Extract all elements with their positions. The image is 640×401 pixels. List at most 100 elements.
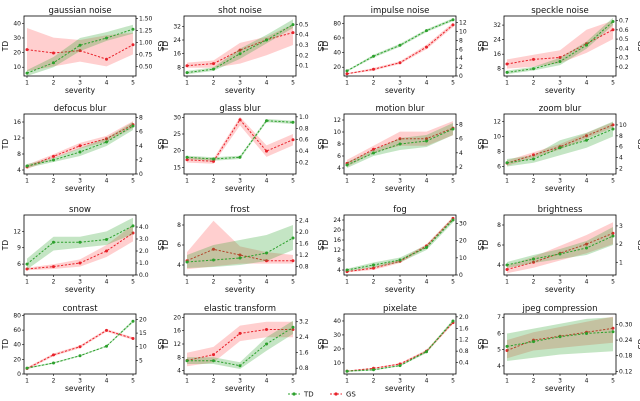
x-tick-label: 2 (52, 80, 56, 87)
td-point (105, 344, 108, 348)
right-axis-label: GS (636, 339, 640, 350)
left-tick-label: 20 (173, 314, 181, 321)
panel-title: jpeg compression (522, 304, 598, 314)
left-tick-label: 40 (333, 318, 341, 325)
left-tick-label: 16 (333, 237, 341, 244)
right-tick-label: 4.0 (139, 224, 149, 231)
left-tick-label: 40 (333, 50, 341, 57)
gs-point (291, 31, 295, 35)
right-tick-label: 10 (459, 255, 467, 262)
gs-point (25, 48, 29, 52)
td-point (558, 252, 562, 256)
gs-point (585, 242, 588, 246)
td-point (212, 258, 215, 262)
right-axis-label: GS (156, 139, 165, 150)
left-tick-label: 6 (497, 330, 501, 337)
left-tick-label: 6 (497, 164, 501, 171)
right-tick-label: 0.4 (299, 148, 309, 155)
x-axis-label: severity (545, 86, 576, 95)
right-tick-label: 2.0 (459, 314, 469, 321)
left-tick-label: 16 (173, 51, 181, 58)
left-tick-label: 30 (13, 35, 21, 42)
x-tick-label: 1 (345, 178, 349, 185)
x-tick-label: 1 (25, 80, 29, 87)
right-tick-label: 0.6 (299, 137, 309, 144)
x-tick-label: 3 (558, 80, 562, 87)
right-tick-label: 12 (459, 20, 467, 27)
left-tick-label: 8 (177, 222, 181, 229)
x-tick-label: 3 (398, 80, 402, 87)
td-point (212, 157, 215, 161)
x-tick-label: 1 (25, 378, 29, 385)
td-point (611, 127, 615, 131)
right-tick-label: 8 (459, 122, 463, 129)
gs-point (238, 118, 242, 122)
td-point (425, 350, 428, 354)
left-tick-label: 16 (493, 51, 501, 58)
left-tick-label: 20 (333, 227, 341, 234)
x-tick-label: 5 (611, 178, 615, 185)
td-point (451, 18, 455, 22)
left-axis-label: TD (1, 139, 10, 151)
left-tick-label: 60 (13, 327, 21, 334)
x-tick-label: 2 (372, 378, 376, 385)
gs-point (265, 328, 268, 331)
td-point (398, 43, 402, 47)
td-point (611, 330, 615, 334)
x-tick-label: 4 (105, 178, 109, 185)
left-axis-label: TD (1, 240, 10, 252)
right-tick-label: 0.18 (619, 353, 633, 360)
td-point (52, 240, 55, 244)
gs-point (585, 134, 588, 138)
x-axis-label: severity (385, 285, 416, 294)
right-tick-label: 0.12 (619, 368, 633, 375)
x-tick-label: 3 (398, 378, 402, 385)
panel-speckle-noise: speckle noise 1 2 3 4 5 8 16 24 32 0.2 0.3 0.4 0.5 0.6… (481, 6, 640, 95)
right-tick-label: 1.2 (459, 337, 469, 344)
left-tick-label: 5 (497, 347, 501, 354)
right-axis-label: GS (476, 240, 485, 251)
right-tick-label: 0.8 (459, 348, 469, 355)
right-tick-label: 0.2 (299, 160, 309, 167)
x-tick-label: 5 (611, 80, 615, 87)
right-axis-label: GS (476, 139, 485, 150)
td-point (291, 236, 295, 240)
panel-title: fog (393, 205, 407, 215)
td-band (27, 122, 133, 168)
td-point (398, 364, 402, 368)
td-band (187, 119, 293, 161)
x-tick-label: 1 (345, 378, 349, 385)
right-tick-label: 0.3 (619, 55, 629, 62)
right-tick-label: 4 (459, 55, 463, 62)
x-tick-label: 3 (398, 279, 402, 286)
td-point (105, 36, 108, 40)
td-point (291, 325, 295, 329)
x-tick-label: 3 (78, 178, 82, 185)
left-axis-label: TD (321, 139, 330, 151)
left-tick-label: 24 (173, 37, 181, 44)
right-tick-label: 0 (459, 73, 463, 80)
x-tick-label: 3 (238, 378, 242, 385)
left-tick-label: 20 (13, 50, 21, 57)
right-tick-label: 0.7 (619, 18, 629, 25)
right-tick-label: 10 (459, 29, 467, 36)
gs-band (507, 20, 613, 69)
right-tick-label: 0.4 (299, 32, 309, 39)
x-tick-label: 4 (425, 378, 429, 385)
gs-point (291, 259, 295, 263)
x-tick-label: 5 (291, 279, 295, 286)
td-point (505, 263, 509, 267)
gs-point (52, 265, 55, 269)
x-tick-label: 4 (585, 80, 589, 87)
right-tick-label: 30 (459, 221, 467, 228)
left-tick-label: 12 (173, 341, 181, 348)
gs-point (212, 353, 215, 357)
right-axis-label: GS (156, 41, 165, 52)
td-point (131, 27, 135, 31)
left-tick-label: 32 (493, 22, 501, 29)
left-tick-label: 32 (173, 23, 181, 30)
td-point (425, 246, 428, 249)
td-point (185, 359, 189, 363)
x-tick-label: 3 (78, 378, 82, 385)
td-band (347, 217, 453, 272)
